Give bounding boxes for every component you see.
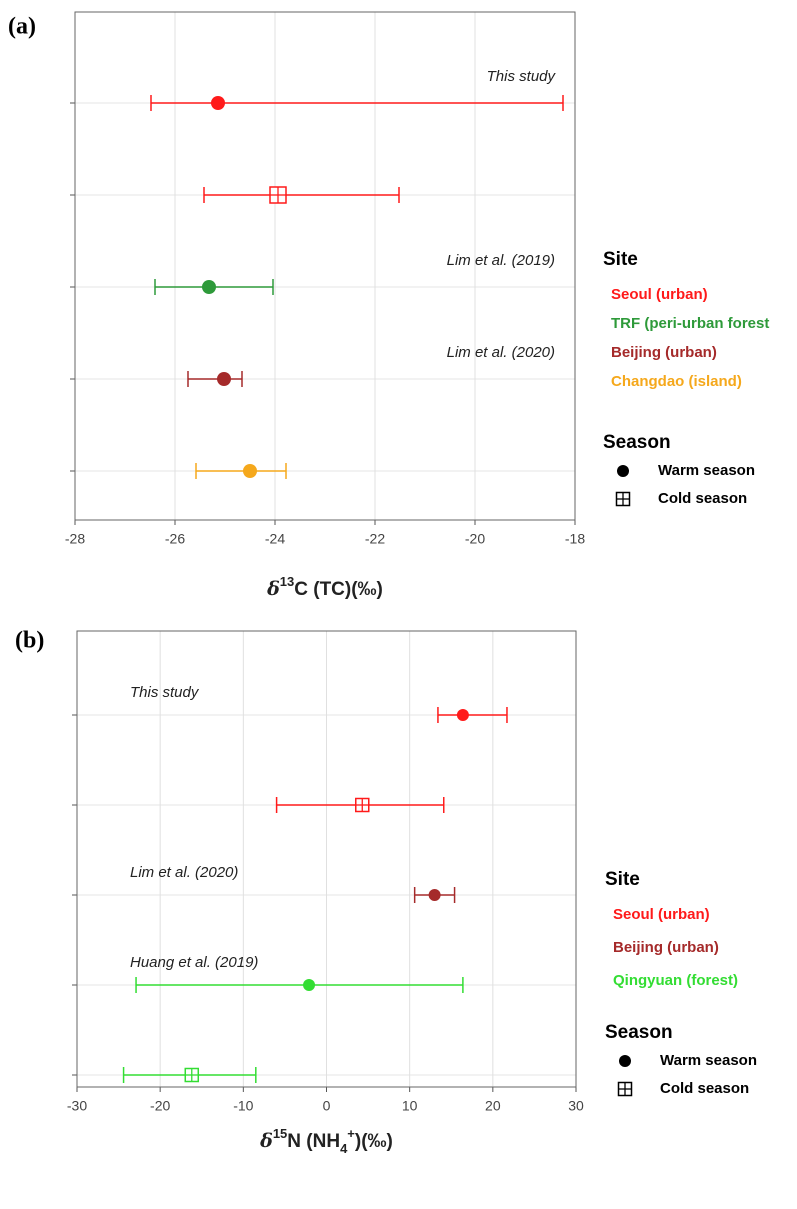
x-axis-label-part: )(‰): [355, 1131, 393, 1152]
legend-title: Season: [603, 432, 671, 453]
error-bar: [203, 187, 400, 203]
legend-entry: Warm season: [660, 1052, 757, 1069]
legend-entry: Warm season: [658, 462, 755, 479]
x-tick-label: 10: [402, 1098, 418, 1114]
legend-marker: [617, 465, 629, 477]
point: [303, 979, 316, 991]
x-axis-label-part: N (NH: [287, 1131, 340, 1152]
point: [428, 889, 441, 901]
error-bar: [187, 371, 243, 387]
plot-frame: [76, 630, 577, 1088]
legend-entry: Seoul (urban): [613, 906, 710, 923]
legend-entry: Beijing (urban): [611, 344, 717, 361]
plot-frame: [74, 11, 576, 521]
legend-title: Site: [603, 249, 638, 270]
source-note: This study: [487, 68, 557, 85]
x-tick-label: -18: [565, 531, 585, 547]
x-tick-label: -10: [233, 1098, 253, 1114]
x-axis-label-part: δ: [266, 578, 280, 600]
legend-marker: [617, 1081, 633, 1097]
x-axis-label-part: δ: [259, 1130, 273, 1152]
point: [269, 186, 287, 204]
x-axis-label-part: +: [347, 1126, 355, 1141]
panel-label: (b): [15, 628, 44, 654]
legend-entry: Cold season: [658, 490, 747, 507]
source-note: Lim et al. (2019): [447, 252, 555, 269]
x-tick-label: 20: [485, 1098, 501, 1114]
legend-entry: TRF (peri-urban forest: [611, 315, 769, 332]
source-note: This study: [130, 684, 200, 701]
point: [355, 797, 370, 813]
point: [211, 96, 225, 110]
x-axis-label-part: 15: [273, 1126, 287, 1141]
point: [184, 1067, 200, 1083]
error-bar: [135, 977, 464, 993]
legend-entry: Changdao (island): [611, 373, 742, 390]
x-axis-label-part: 4: [340, 1141, 348, 1156]
x-tick-label: -20: [465, 531, 485, 547]
point: [456, 709, 469, 721]
legend-title: Season: [605, 1022, 673, 1043]
x-tick-label: -28: [65, 531, 85, 547]
x-axis-label: δ15N (NH4+)(‰): [259, 1126, 393, 1156]
source-note: Lim et al. (2020): [447, 344, 555, 361]
x-tick-label: -20: [150, 1098, 170, 1114]
x-tick-label: 0: [323, 1098, 331, 1114]
legend-entry: Qingyuan (forest): [613, 972, 738, 989]
legend-entry: Seoul (urban): [611, 286, 708, 303]
x-tick-label: -24: [265, 531, 285, 547]
panel-label: (a): [8, 14, 36, 40]
legend-title: Site: [605, 869, 640, 890]
x-tick-label: -26: [165, 531, 185, 547]
point: [202, 280, 216, 294]
source-note: Huang et al. (2019): [130, 954, 258, 971]
x-axis-label: δ13C (TC)(‰): [266, 574, 383, 600]
x-tick-label: 30: [568, 1098, 584, 1114]
x-axis-label-part: C (TC)(‰): [294, 579, 383, 600]
legend-entry: Cold season: [660, 1080, 749, 1097]
legend-marker: [615, 491, 631, 507]
point: [217, 372, 231, 386]
legend-entry: Beijing (urban): [613, 939, 719, 956]
x-axis-label-part: 13: [280, 574, 294, 589]
x-tick-label: -30: [67, 1098, 87, 1114]
error-bar: [437, 707, 508, 723]
error-bar: [195, 463, 287, 479]
point: [243, 464, 257, 478]
legend-marker: [619, 1055, 631, 1067]
x-tick-label: -22: [365, 531, 385, 547]
source-note: Lim et al. (2020): [130, 864, 238, 881]
